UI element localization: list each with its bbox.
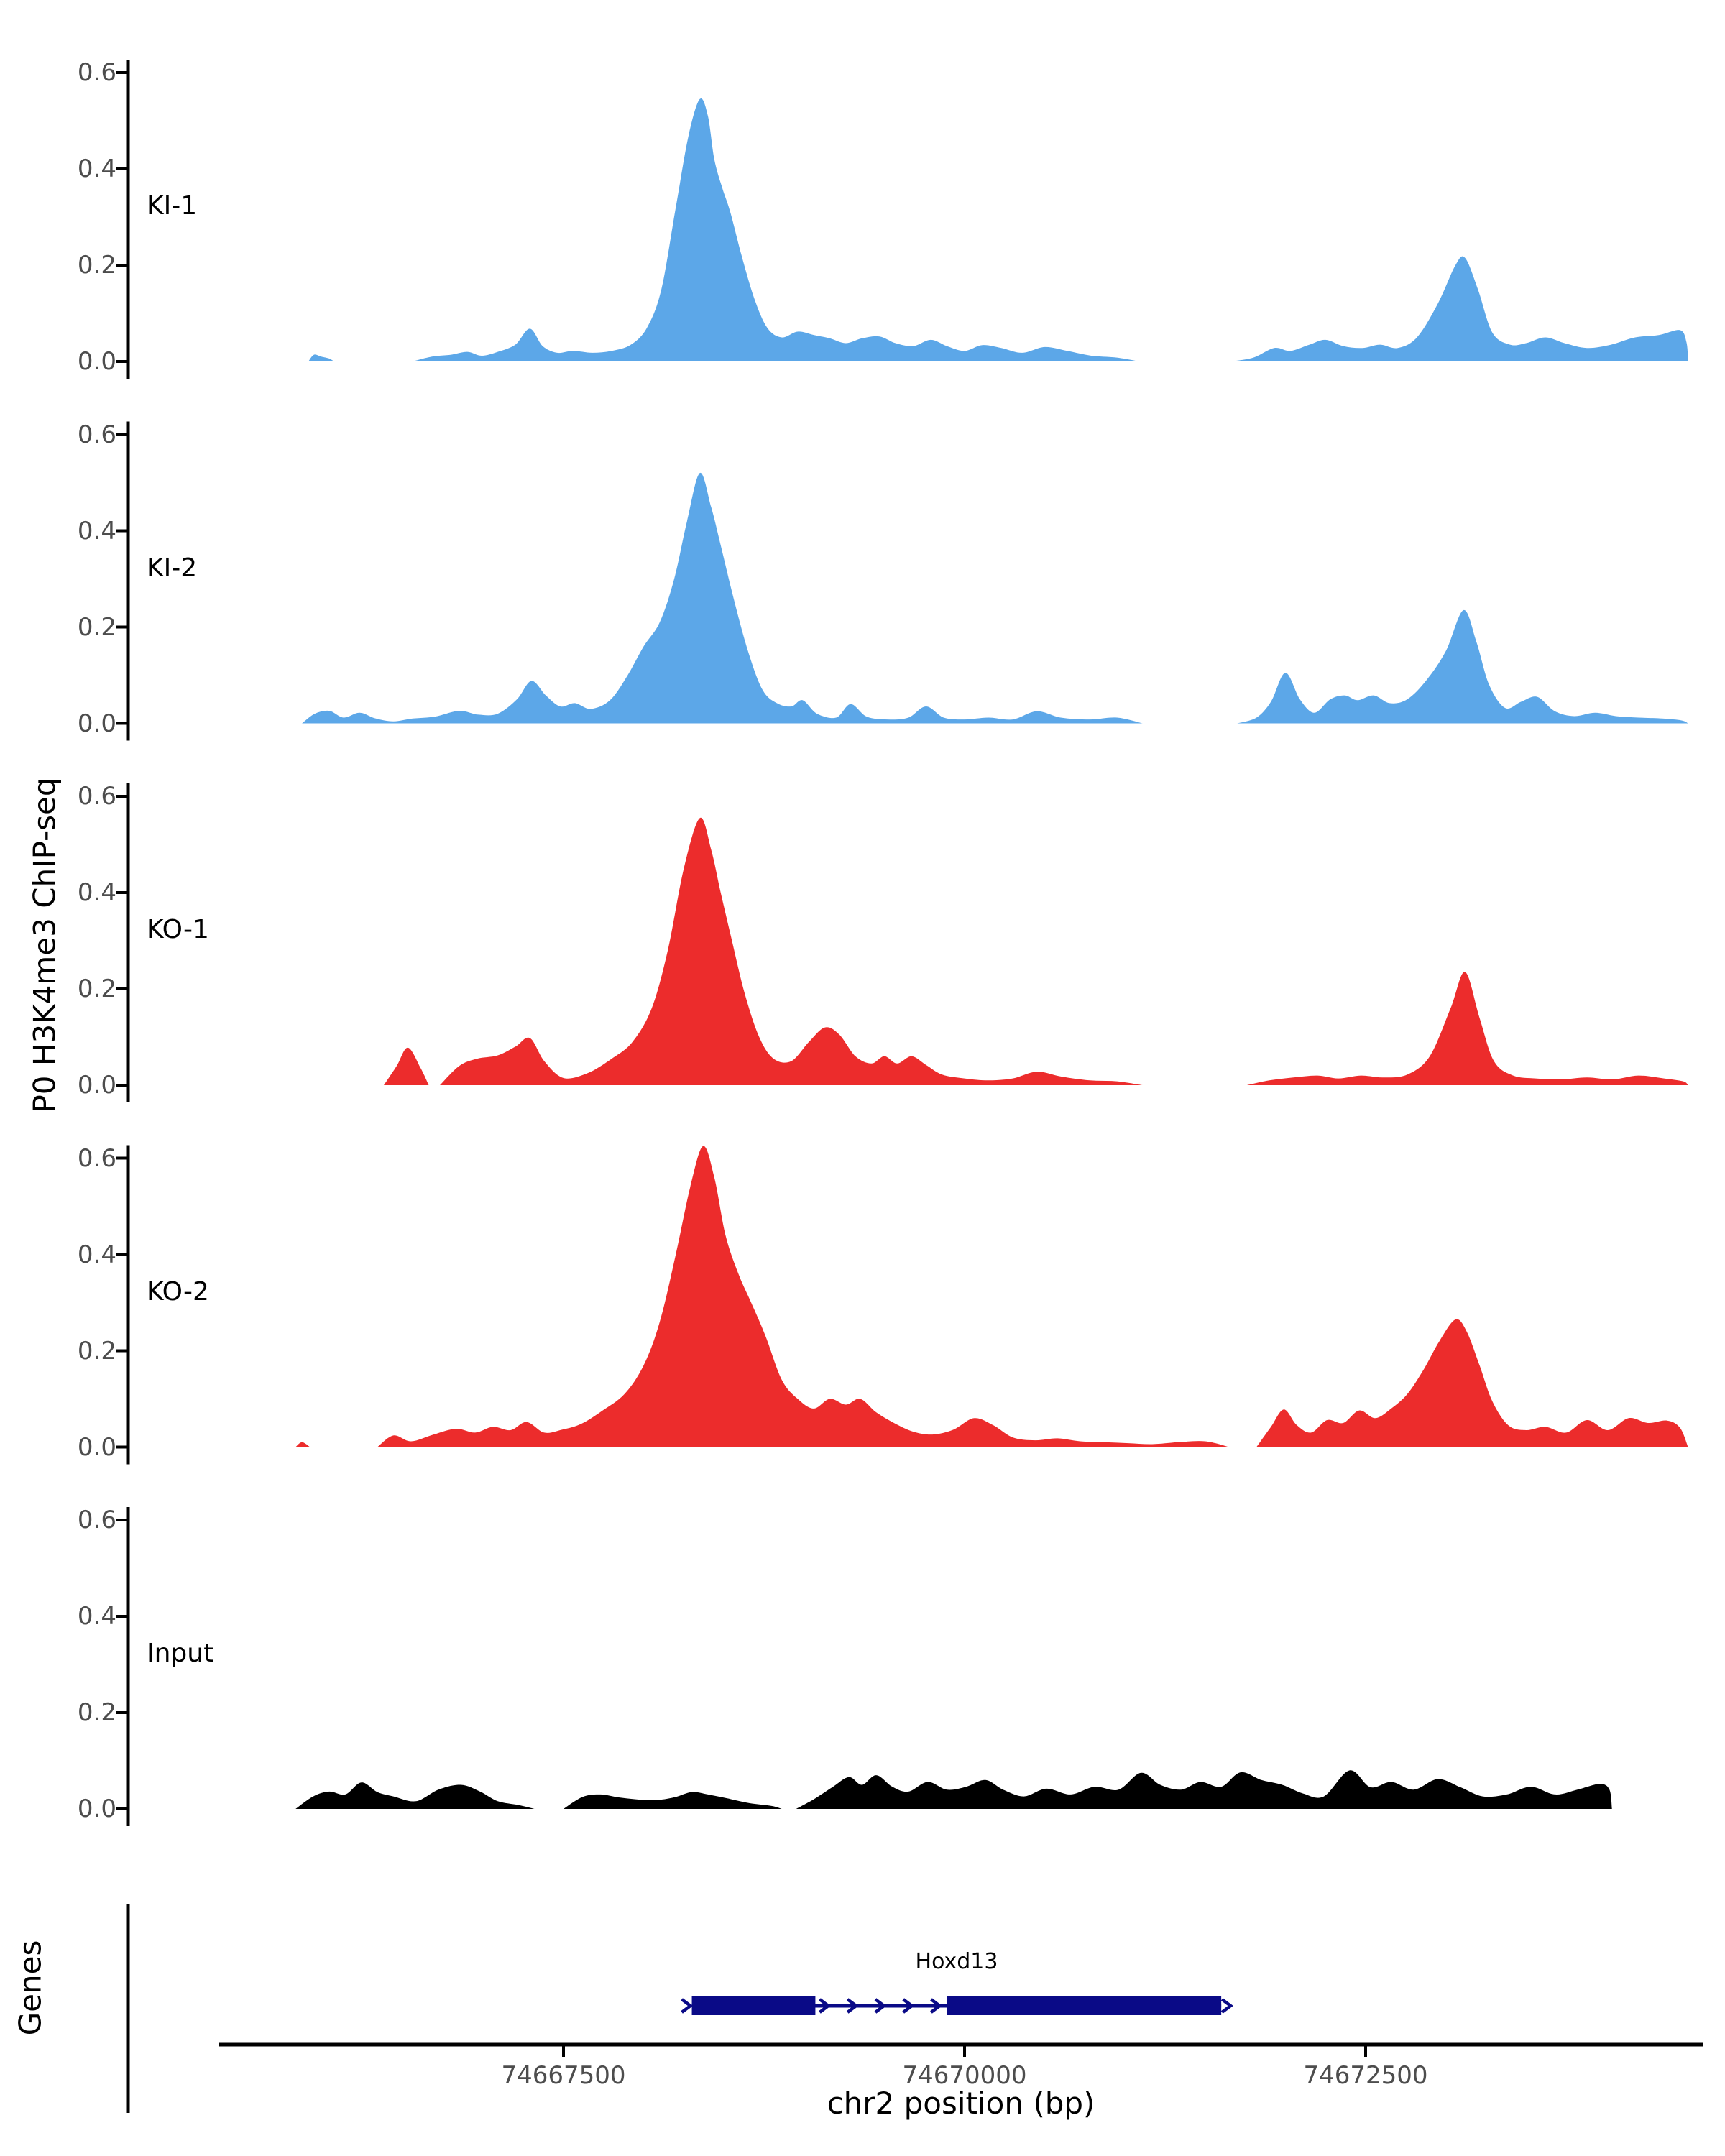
y-tick-label-Input-0.4: 0.4 [77, 1602, 116, 1631]
y-tick-label-KO-2-0.4: 0.4 [77, 1240, 116, 1269]
signal-area-KO-2-seg2 [377, 1146, 1230, 1447]
track-label-KO-1: KO-1 [147, 915, 209, 944]
x-tick-label-74672500: 74672500 [1303, 2061, 1428, 2090]
signal-area-KI-1-seg1 [308, 354, 334, 361]
y-tick-label-KI-2-0.4: 0.4 [77, 516, 116, 545]
genes-axis-title: Genes [12, 1940, 48, 2036]
track-label-KI-1: KI-1 [147, 191, 198, 221]
gene-intron-arrow-2 [846, 1998, 859, 2014]
gene-exon-1 [691, 1996, 816, 2015]
signal-area-Input-seg2 [564, 1792, 782, 1809]
signal-area-KO-1-seg3 [1246, 972, 1688, 1085]
track-label-KO-2: KO-2 [147, 1276, 209, 1307]
signal-area-KI-2-seg2 [1237, 609, 1688, 724]
x-tick-label-74667500: 74667500 [501, 2061, 626, 2090]
gene-name-label: Hoxd13 [915, 1949, 998, 1974]
track-label-Input: Input [147, 1639, 214, 1668]
y-tick-label-KI-2-0.6: 0.6 [77, 420, 116, 449]
signal-area-Input-seg3 [796, 1770, 1612, 1809]
signal-area-KO-1-seg1 [384, 1047, 429, 1085]
gene-strand-arrow-end [1220, 1998, 1233, 2014]
x-axis-title: chr2 position (bp) [827, 2086, 1095, 2121]
y-tick-label-KO-1-0.4: 0.4 [77, 878, 116, 907]
y-tick-label-KI-2-0.2: 0.2 [77, 612, 116, 642]
gene-strand-arrow-start [681, 1998, 694, 2014]
signal-area-KO-2-seg3 [1256, 1319, 1688, 1447]
signal-area-KO-2-seg1 [295, 1442, 310, 1447]
y-tick-label-KI-1-0.2: 0.2 [77, 251, 116, 280]
signal-area-KO-1-seg2 [440, 817, 1143, 1085]
y-tick-label-KO-2-0.6: 0.6 [77, 1143, 116, 1173]
y-tick-label-KO-1-0.0: 0.0 [77, 1071, 116, 1100]
y-tick-label-KO-2-0.2: 0.2 [77, 1336, 116, 1365]
gene-intron-arrow-1 [819, 1998, 832, 2014]
y-tick-label-KI-2-0.0: 0.0 [77, 709, 116, 738]
y-tick-label-KI-1-0.0: 0.0 [77, 347, 116, 376]
y-axis-title: P0 H3K4me3 ChIP-seq [27, 777, 63, 1113]
gene-intron-arrow-3 [874, 1998, 887, 2014]
y-tick-label-Input-0.6: 0.6 [77, 1506, 116, 1534]
y-tick-label-KO-2-0.0: 0.0 [77, 1432, 116, 1462]
signal-area-Input-seg1 [295, 1782, 535, 1809]
y-tick-label-KI-1-0.4: 0.4 [77, 155, 116, 183]
gene-exon-2 [947, 1996, 1222, 2015]
y-tick-label-Input-0.2: 0.2 [77, 1698, 116, 1727]
x-tick-label-74670000: 74670000 [902, 2061, 1027, 2090]
y-tick-label-KO-1-0.6: 0.6 [77, 782, 116, 811]
gene-intron-arrow-4 [902, 1998, 915, 2014]
y-tick-label-Input-0.0: 0.0 [77, 1795, 116, 1823]
y-tick-label-KI-1-0.6: 0.6 [77, 58, 116, 87]
track-label-KI-2: KI-2 [147, 553, 198, 583]
signal-area-KI-1-seg2 [413, 98, 1140, 361]
signal-area-KI-1-seg3 [1230, 256, 1688, 361]
y-tick-label-KO-1-0.2: 0.2 [77, 975, 116, 1003]
signal-area-KI-2-seg1 [302, 472, 1143, 724]
gene-intron-arrow-5 [930, 1998, 943, 2014]
